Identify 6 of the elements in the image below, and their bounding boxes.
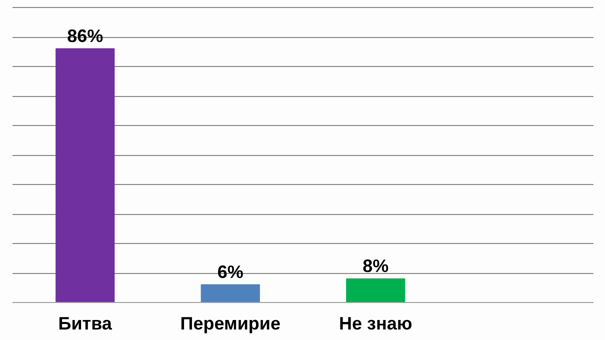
x-tick-label: Не знаю: [339, 314, 412, 334]
x-tick-label: Перемирие: [180, 314, 280, 334]
data-label: 6%: [217, 262, 244, 282]
data-label: 86%: [67, 26, 104, 46]
x-tick-label: Битва: [58, 314, 113, 334]
data-label: 8%: [362, 256, 389, 276]
